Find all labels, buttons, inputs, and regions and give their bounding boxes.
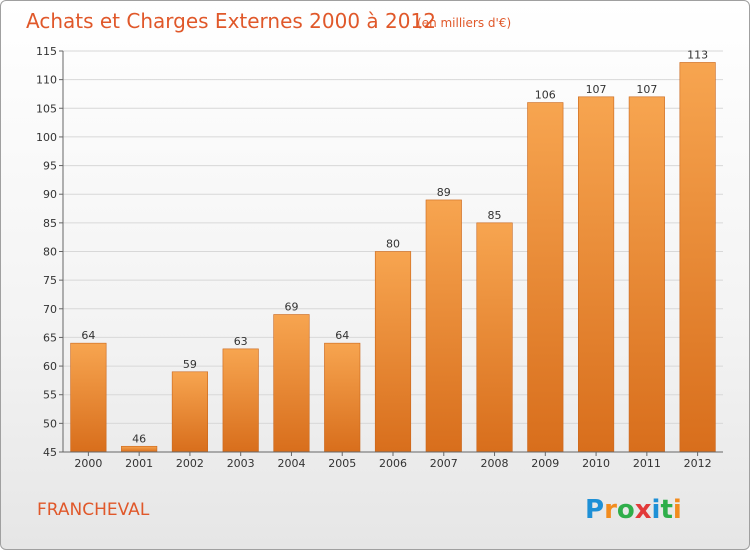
logo-letter: t [660, 495, 672, 525]
x-tick-label: 2005 [328, 457, 356, 470]
logo-letter: P [585, 495, 604, 525]
bar-2012 [679, 62, 716, 453]
y-tick-label: 110 [36, 74, 57, 87]
bar-2001 [121, 445, 158, 453]
value-label: 80 [386, 238, 400, 251]
value-labels: 64 46 59 63 69 64 80 89 85 106 107 107 113 [81, 48, 708, 445]
y-tick-label: 90 [43, 188, 57, 201]
value-label: 64 [81, 329, 95, 342]
commune-name: FRANCHEVAL [37, 500, 150, 520]
x-tick-label: 2003 [227, 457, 255, 470]
value-label: 59 [183, 358, 197, 371]
value-label: 113 [687, 48, 708, 61]
logo-letter: o [617, 495, 635, 525]
y-tick-label: 115 [36, 45, 57, 58]
bar-2004 [273, 314, 310, 453]
y-tick-label: 50 [43, 417, 57, 430]
value-label: 69 [284, 301, 298, 314]
logo-letter: x [635, 495, 652, 525]
bar-2011 [628, 96, 665, 453]
bar-2002 [171, 371, 208, 453]
x-tick-label: 2009 [531, 457, 559, 470]
y-tick-label: 65 [43, 331, 57, 344]
logo-letter: i [652, 495, 661, 525]
x-tick-label: 2000 [74, 457, 102, 470]
y-tick-label: 75 [43, 274, 57, 287]
value-label: 89 [437, 186, 451, 199]
x-tick-label: 2006 [379, 457, 407, 470]
x-tick-label: 2012 [684, 457, 712, 470]
y-tick-label: 100 [36, 131, 57, 144]
bar-2006 [374, 251, 412, 453]
logo-letter: i [673, 495, 682, 525]
value-label: 107 [586, 83, 607, 96]
x-tick-label: 2001 [125, 457, 153, 470]
chart-subtitle: (en milliers d'€) [417, 16, 511, 30]
y-tick-label: 95 [43, 160, 57, 173]
y-tick-label: 80 [43, 246, 57, 259]
value-label: 63 [234, 335, 248, 348]
value-label: 107 [636, 83, 657, 96]
bar-2003 [222, 348, 259, 453]
x-tick-label: 2004 [277, 457, 305, 470]
y-axis-ticks: 45 50 55 60 65 70 75 80 85 90 95 100 105 110 115 [36, 45, 63, 459]
y-tick-label: 70 [43, 303, 57, 316]
bar-2009 [527, 102, 564, 453]
y-tick-label: 45 [43, 446, 57, 459]
y-tick-label: 60 [43, 360, 57, 373]
x-tick-label: 2011 [633, 457, 661, 470]
bar-2010 [578, 96, 615, 453]
bar-2005 [324, 342, 361, 453]
axes [62, 51, 723, 453]
y-tick-label: 85 [43, 217, 57, 230]
x-tick-label: 2007 [430, 457, 458, 470]
proxiti-logo: Proxiti [585, 495, 682, 525]
logo-letter: r [604, 495, 617, 525]
x-tick-label: 2002 [176, 457, 204, 470]
bar-2000 [70, 342, 107, 453]
x-tick-label: 2008 [481, 457, 509, 470]
value-label: 106 [535, 89, 556, 102]
y-tick-label: 105 [36, 102, 57, 115]
x-axis-ticks: 2000 2001 2002 2003 2004 2005 2006 2007 2008 2009… [74, 452, 712, 470]
chart-title: Achats et Charges Externes 2000 à 2012 [26, 9, 436, 33]
value-label: 46 [132, 432, 146, 445]
bar-2007 [425, 199, 462, 453]
x-tick-label: 2010 [582, 457, 610, 470]
value-label: 85 [488, 209, 502, 222]
value-label: 64 [335, 329, 349, 342]
bar-2008 [476, 222, 513, 453]
bars [70, 62, 716, 453]
y-tick-label: 55 [43, 389, 57, 402]
